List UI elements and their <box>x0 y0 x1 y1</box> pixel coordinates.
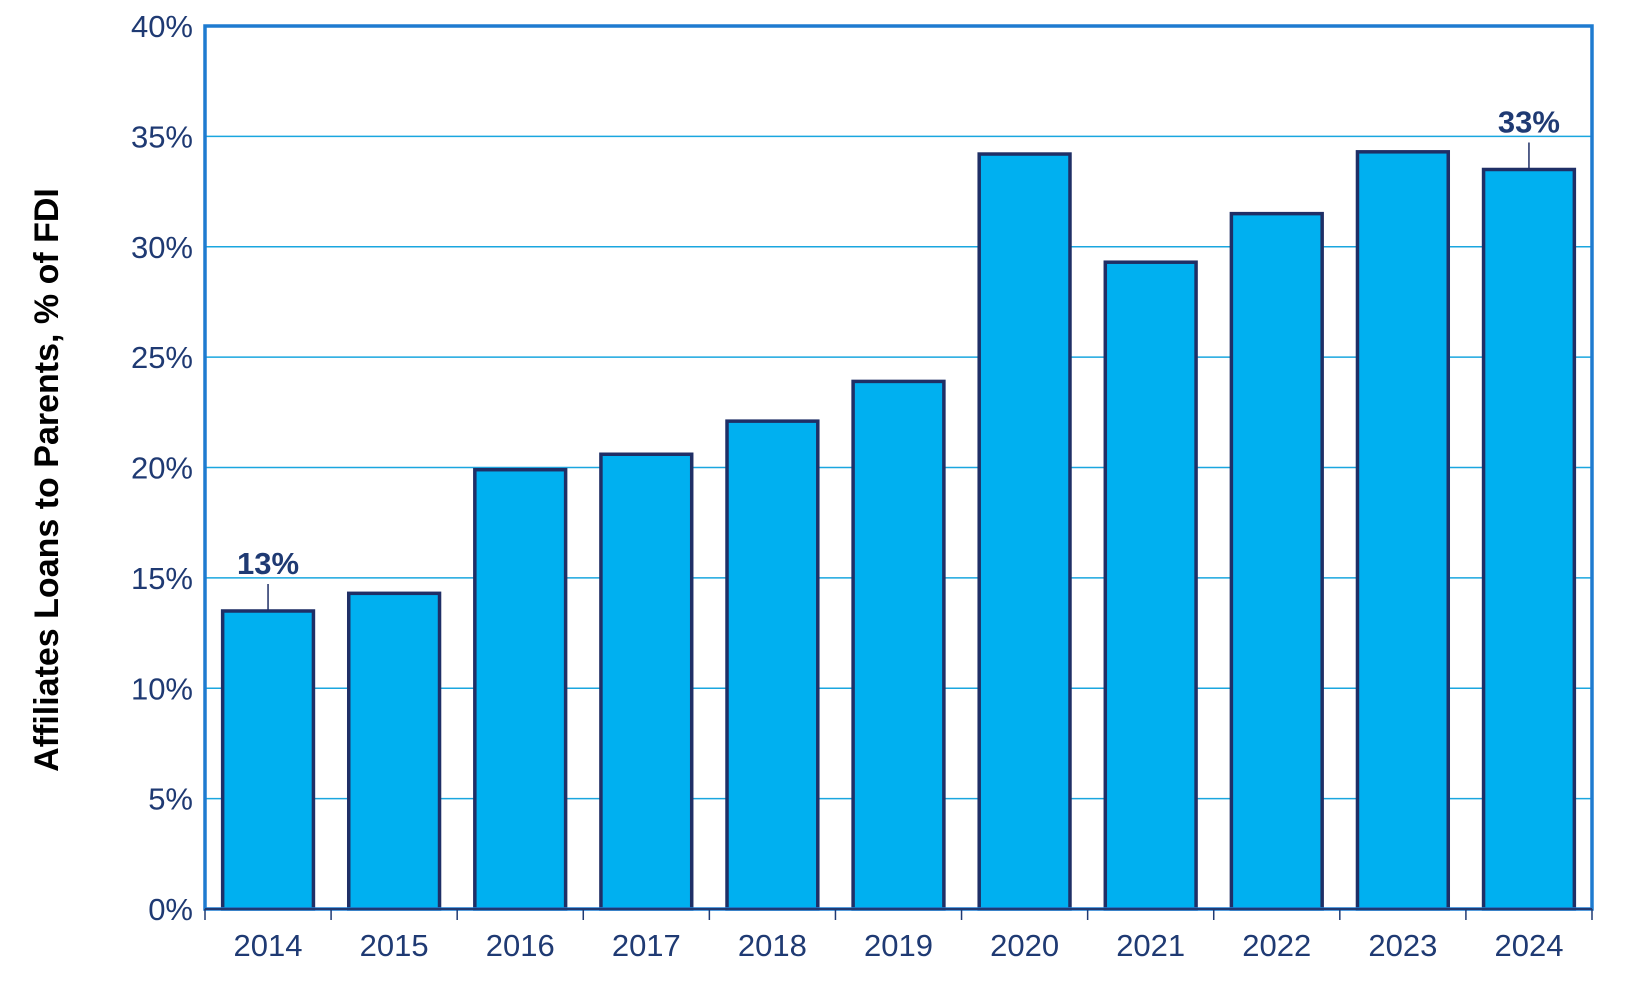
y-axis-ticks: 0% 5% 10% 15% 20% 25% 30% 35% 40% <box>131 9 193 927</box>
data-label-2014: 13% <box>237 546 299 581</box>
y-tick-label: 10% <box>131 671 193 706</box>
x-tick-label-2021: 2021 <box>1116 928 1185 963</box>
x-tick-label-2016: 2016 <box>486 928 555 963</box>
bar-2017 <box>599 452 694 911</box>
bar-2019 <box>851 379 946 911</box>
x-tick-label-2020: 2020 <box>990 928 1059 963</box>
bar-2023 <box>1355 150 1451 911</box>
y-tick-label: 15% <box>131 561 193 596</box>
y-axis-label: Affiliates Loans to Parents, % of FDI <box>28 188 66 772</box>
y-tick-label: 20% <box>131 451 193 486</box>
x-tick-label-2015: 2015 <box>360 928 429 963</box>
x-tick-label-2023: 2023 <box>1368 928 1437 963</box>
bar-2020 <box>977 152 1072 911</box>
bar-2024 <box>1481 167 1577 911</box>
x-tick-label-2019: 2019 <box>864 928 933 963</box>
annotations: 13% 33% <box>237 104 1560 611</box>
x-tick-label-2014: 2014 <box>234 928 303 963</box>
y-tick-label: 30% <box>131 230 193 265</box>
bar-2016 <box>473 467 568 911</box>
data-label-2024: 33% <box>1498 104 1560 139</box>
bars <box>220 150 1577 911</box>
y-tick-label: 0% <box>148 892 193 927</box>
bar-2015 <box>346 591 442 911</box>
x-axis-ticks: 2014 2015 2016 2017 2018 2019 2020 2021 2022 2023… <box>204 909 1593 963</box>
x-tick-label-2017: 2017 <box>612 928 681 963</box>
x-tick-label-2024: 2024 <box>1494 928 1563 963</box>
y-tick-label: 5% <box>148 782 193 817</box>
y-tick-label: 25% <box>131 340 193 375</box>
bar-2014 <box>220 609 316 911</box>
x-tick-label-2022: 2022 <box>1242 928 1311 963</box>
bar-2018 <box>725 419 820 911</box>
bar-2022 <box>1229 211 1324 911</box>
x-tick-label-2018: 2018 <box>738 928 807 963</box>
y-tick-label: 35% <box>131 119 193 154</box>
bar-2021 <box>1103 260 1198 911</box>
y-tick-label: 40% <box>131 9 193 44</box>
